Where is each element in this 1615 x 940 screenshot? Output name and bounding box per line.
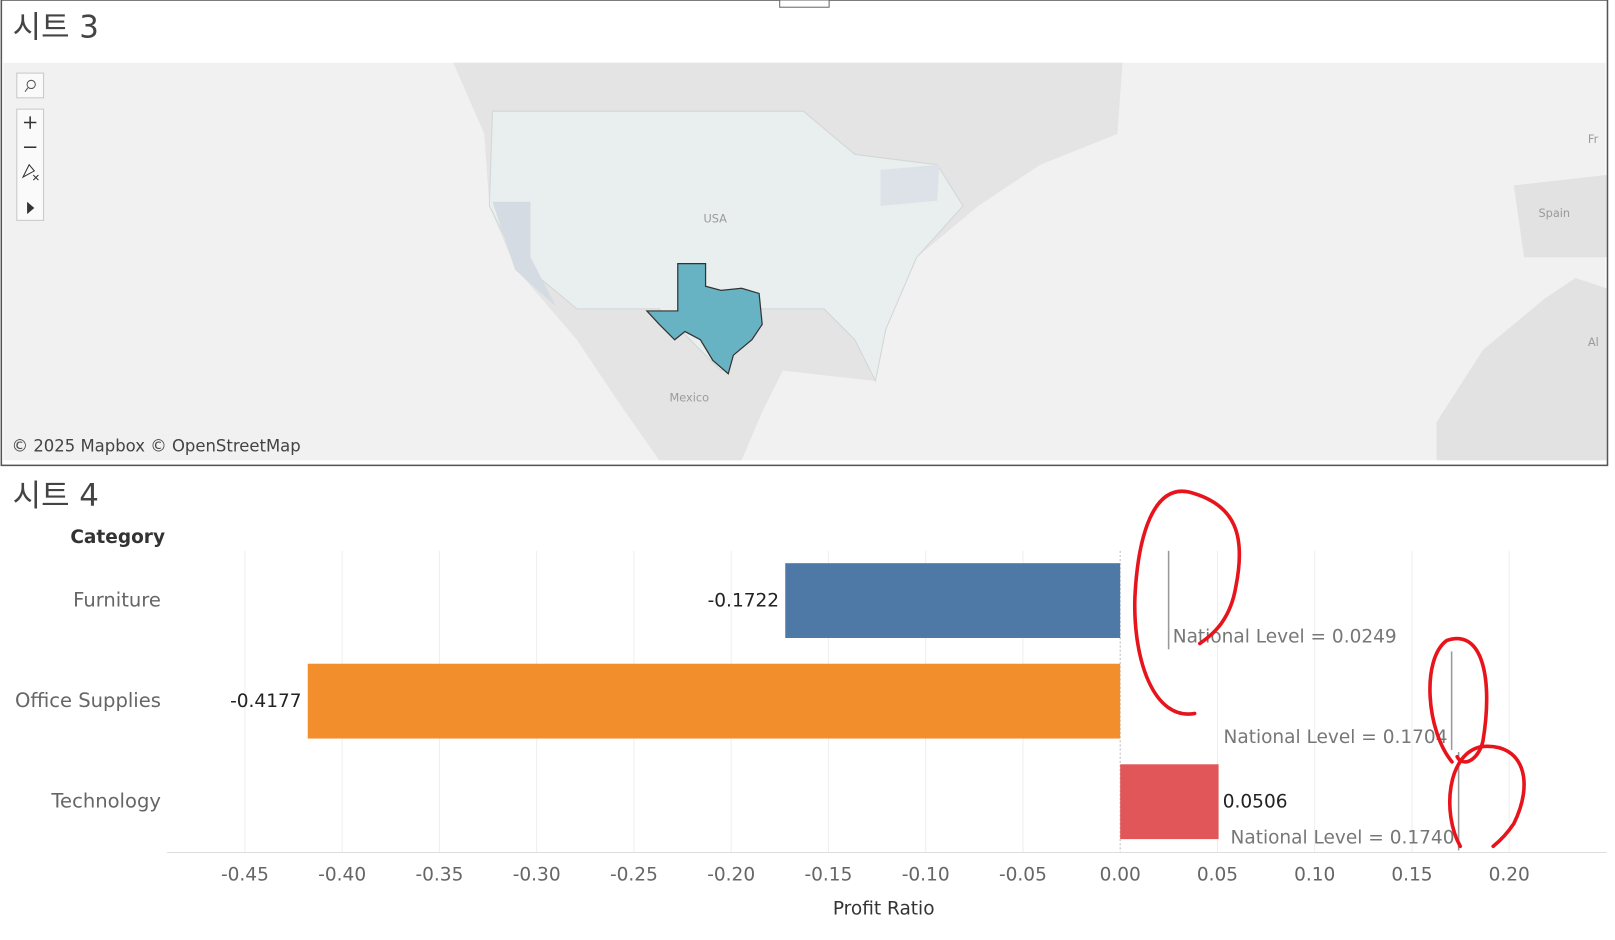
attribution[interactable]: © 2025 Mapbox © OpenStreetMap (12, 436, 301, 455)
texas[interactable] (645, 262, 763, 375)
x-tick-label: -0.45 (221, 865, 269, 886)
x-axis-title: Profit Ratio (833, 899, 935, 920)
annotation-circle (1448, 744, 1526, 849)
map-label: Fr (1588, 132, 1599, 146)
attribution-bg (5, 434, 292, 460)
reference-label: National Level = 0.1740 (1231, 828, 1455, 849)
x-tick-label: 0.10 (1294, 865, 1335, 886)
bar (1120, 764, 1219, 840)
bar (785, 563, 1121, 638)
usa (488, 110, 964, 383)
x-tick-label: -0.35 (415, 865, 463, 886)
bar (307, 663, 1121, 739)
y-tick-label: Technology (50, 790, 161, 813)
y-tick-label: Furniture (73, 589, 161, 612)
reset-button[interactable] (21, 163, 39, 181)
search-button[interactable] (16, 72, 45, 99)
value-label: -0.4177 (230, 691, 301, 712)
map-label: Mexico (670, 390, 710, 404)
reference-label: National Level = 0.1704 (1224, 727, 1448, 748)
value-label: -0.1722 (708, 591, 779, 612)
y-axis-title: Category (70, 527, 165, 548)
sheet-title: 시트 4 (13, 478, 99, 514)
map-label: Al (1588, 335, 1599, 349)
x-tick-label: 0.15 (1391, 865, 1432, 886)
x-tick-label: -0.10 (902, 865, 950, 886)
x-tick-label: -0.05 (999, 865, 1047, 886)
search-icon (24, 87, 29, 92)
africa (1436, 277, 1607, 461)
new-york (880, 164, 940, 206)
x-tick-label: 0.05 (1197, 865, 1238, 886)
map-label: USA (704, 211, 728, 225)
map-toolbar (16, 72, 45, 221)
map-label: Spain (1538, 206, 1570, 220)
reference-label: National Level = 0.0249 (1173, 626, 1397, 647)
x-tick-label: -0.15 (804, 865, 852, 886)
annotation-circle (1133, 489, 1242, 716)
x-tick-label: -0.25 (610, 865, 658, 886)
sheet-title: 시트 3 (13, 9, 99, 45)
europe (1513, 175, 1607, 258)
california (492, 201, 557, 307)
x-tick-label: 0.20 (1489, 865, 1530, 886)
x-tick-label: 0.00 (1100, 865, 1141, 886)
expand-button[interactable] (27, 201, 35, 215)
zoom-in-button[interactable] (23, 116, 37, 129)
search-icon (26, 79, 36, 90)
y-tick-label: Office Supplies (15, 689, 161, 712)
x-tick-label: -0.30 (513, 865, 561, 886)
bar-sheet: 시트 4 Category Profit Ratio -0.45 -0.40 -0.… (13, 478, 1607, 920)
x-tick-label: -0.20 (707, 865, 755, 886)
map-sheet: 시트 3 USA Mexico Spain Fr Al © 2025 Mapbo… (0, 0, 1609, 467)
value-label: 0.0506 (1223, 792, 1288, 813)
drag-handle[interactable] (779, 0, 830, 8)
annotation-circle (1428, 636, 1489, 764)
x-tick-label: -0.40 (318, 865, 366, 886)
annotations (1133, 489, 1526, 849)
